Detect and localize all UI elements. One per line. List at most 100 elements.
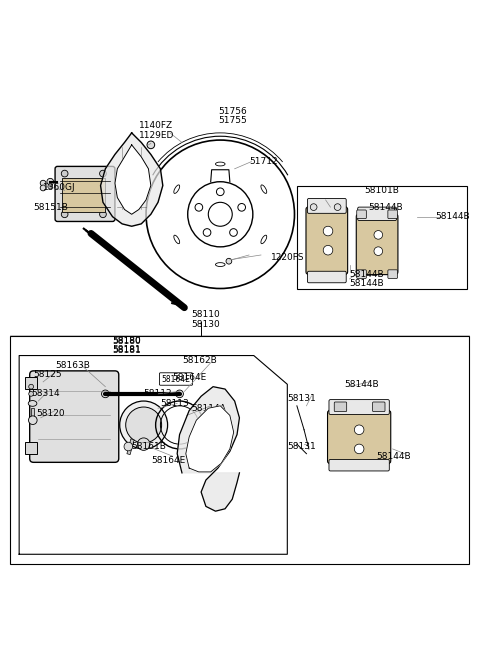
Circle shape <box>137 438 150 450</box>
Circle shape <box>310 204 317 210</box>
Ellipse shape <box>174 235 180 244</box>
FancyBboxPatch shape <box>329 460 389 471</box>
Circle shape <box>126 407 162 443</box>
Circle shape <box>29 391 34 396</box>
Text: 58144B: 58144B <box>436 212 470 221</box>
Text: 58110: 58110 <box>192 311 220 319</box>
Bar <box>297 186 467 289</box>
FancyBboxPatch shape <box>372 402 385 411</box>
Text: 58180: 58180 <box>112 337 141 345</box>
Circle shape <box>323 245 333 255</box>
Text: 58130: 58130 <box>192 320 220 329</box>
Circle shape <box>101 390 109 397</box>
Text: 58144B: 58144B <box>376 452 410 461</box>
Text: 1220FS: 1220FS <box>271 253 304 262</box>
Polygon shape <box>115 145 151 214</box>
FancyBboxPatch shape <box>159 373 192 385</box>
FancyBboxPatch shape <box>334 402 347 411</box>
Polygon shape <box>177 387 240 511</box>
Text: 58101B: 58101B <box>364 186 399 195</box>
Text: 58125: 58125 <box>34 370 62 379</box>
Bar <box>62 178 105 212</box>
Text: 51712: 51712 <box>249 157 277 166</box>
Text: 58314: 58314 <box>31 389 60 398</box>
Ellipse shape <box>28 401 37 406</box>
Ellipse shape <box>216 162 225 166</box>
Text: 58164E: 58164E <box>162 375 191 383</box>
FancyBboxPatch shape <box>357 210 366 218</box>
Circle shape <box>176 390 183 397</box>
Text: 58164E: 58164E <box>151 456 185 466</box>
Text: 58131: 58131 <box>288 442 316 451</box>
FancyBboxPatch shape <box>357 270 366 279</box>
Bar <box>25 377 37 389</box>
FancyBboxPatch shape <box>306 206 348 275</box>
Text: 1129ED: 1129ED <box>139 131 174 140</box>
FancyBboxPatch shape <box>329 399 389 414</box>
FancyBboxPatch shape <box>55 166 115 222</box>
Ellipse shape <box>261 235 267 244</box>
Text: 58144B: 58144B <box>349 279 384 288</box>
Text: 58144B: 58144B <box>345 380 379 389</box>
Circle shape <box>100 170 106 177</box>
Circle shape <box>354 444 364 454</box>
FancyBboxPatch shape <box>388 210 397 218</box>
Bar <box>31 408 35 420</box>
Text: 58180: 58180 <box>112 336 141 345</box>
Text: 1360GJ: 1360GJ <box>43 184 76 192</box>
FancyBboxPatch shape <box>356 214 398 275</box>
FancyBboxPatch shape <box>327 410 391 464</box>
Circle shape <box>48 184 53 189</box>
Text: 58163B: 58163B <box>55 361 90 369</box>
Text: 58181: 58181 <box>112 346 141 355</box>
Bar <box>127 439 134 455</box>
Text: 58144B: 58144B <box>369 202 403 212</box>
Text: 58113: 58113 <box>160 399 189 408</box>
Circle shape <box>40 185 46 191</box>
Bar <box>25 442 37 454</box>
Circle shape <box>354 425 364 435</box>
Circle shape <box>216 188 224 196</box>
Ellipse shape <box>174 185 180 194</box>
Text: 58120: 58120 <box>36 409 64 418</box>
Circle shape <box>147 141 155 149</box>
Polygon shape <box>186 406 234 472</box>
Ellipse shape <box>261 185 267 194</box>
FancyBboxPatch shape <box>388 270 397 279</box>
Circle shape <box>203 228 211 236</box>
Circle shape <box>195 204 203 211</box>
Text: 58161B: 58161B <box>132 442 167 451</box>
Circle shape <box>374 230 383 239</box>
FancyBboxPatch shape <box>307 198 346 213</box>
Circle shape <box>323 226 333 236</box>
Circle shape <box>229 228 237 236</box>
Circle shape <box>124 442 132 451</box>
Circle shape <box>61 170 68 177</box>
Circle shape <box>47 178 54 185</box>
Text: 58112: 58112 <box>144 389 172 398</box>
Text: 58114A: 58114A <box>192 403 226 413</box>
Circle shape <box>208 202 232 226</box>
Bar <box>10 337 469 564</box>
Circle shape <box>238 204 245 211</box>
Circle shape <box>29 384 34 389</box>
Text: 58151B: 58151B <box>34 202 68 212</box>
Text: 51755: 51755 <box>218 116 247 126</box>
FancyBboxPatch shape <box>307 271 346 283</box>
Circle shape <box>28 416 37 424</box>
Text: 58164E: 58164E <box>172 373 206 381</box>
Text: 58144B: 58144B <box>349 270 384 279</box>
Circle shape <box>374 247 383 255</box>
Circle shape <box>226 259 232 264</box>
Text: 58181: 58181 <box>112 345 141 354</box>
Circle shape <box>120 401 168 449</box>
FancyBboxPatch shape <box>30 371 119 462</box>
Text: 58162B: 58162B <box>182 356 216 365</box>
Text: 1140FZ: 1140FZ <box>139 121 173 130</box>
Circle shape <box>61 211 68 218</box>
Circle shape <box>40 180 46 186</box>
Ellipse shape <box>216 263 225 267</box>
Circle shape <box>334 204 341 210</box>
Text: 58131: 58131 <box>288 394 316 403</box>
Polygon shape <box>100 133 163 226</box>
